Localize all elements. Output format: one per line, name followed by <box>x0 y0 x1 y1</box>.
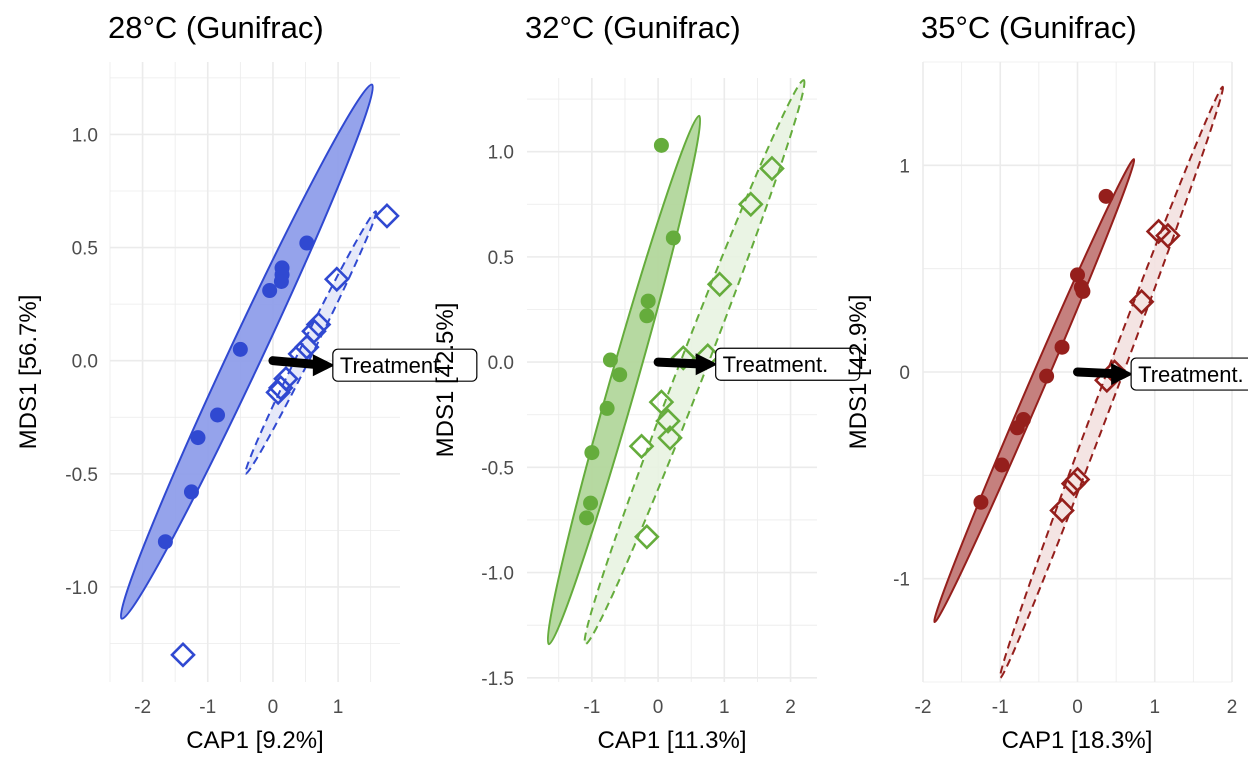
y-tick-label: 1.0 <box>488 143 514 164</box>
treatment-arrowhead <box>695 353 718 376</box>
data-point-diamond <box>1128 288 1155 315</box>
data-point-circle <box>1039 368 1055 384</box>
panel-title: 28°C (Gunifrac) <box>108 10 324 45</box>
data-point-circle <box>640 293 656 309</box>
data-point-circle <box>579 510 595 526</box>
data-point-circle <box>1009 420 1025 436</box>
data-point-circle <box>1054 339 1070 355</box>
x-tick-label: 0 <box>268 697 279 718</box>
x-tick-label: -1 <box>992 697 1009 718</box>
treatment-label: Treatment. <box>340 353 446 378</box>
data-point-diamond <box>1049 497 1075 524</box>
y-tick-label: -1.0 <box>65 578 98 599</box>
treatment-label: Treatment. <box>723 352 829 377</box>
x-axis-label: CAP1 [18.3%] <box>1002 727 1153 754</box>
data-point-circle <box>639 308 655 324</box>
y-tick-label: 1 <box>899 156 910 177</box>
data-point-circle <box>584 445 600 461</box>
data-point-circle <box>273 273 289 289</box>
data-point-diamond <box>706 271 733 298</box>
y-tick-label: 0.5 <box>488 248 514 269</box>
y-tick-label: -1.0 <box>481 564 514 585</box>
y-tick-label: 0.0 <box>72 352 98 373</box>
x-tick-label: 2 <box>1227 697 1238 718</box>
data-point-circle <box>299 235 315 251</box>
data-point-circle <box>602 352 618 368</box>
x-tick-label: -1 <box>583 697 600 718</box>
data-point-circle <box>599 400 615 416</box>
panel-2: Treatment. -1 0 1 2 -1.5 -1.0 -0.5 0.0 0.5 1.0 CAP1… <box>432 10 861 754</box>
treatment-label-box <box>715 347 861 381</box>
data-point-circle <box>262 283 278 299</box>
y-tick-label: -0.5 <box>481 458 514 479</box>
y-tick-label: -0.5 <box>65 465 98 486</box>
x-tick-label: -1 <box>199 697 216 718</box>
x-tick-label: 0 <box>1072 697 1083 718</box>
x-tick-label: -2 <box>915 697 932 718</box>
x-tick-label: 1 <box>719 697 730 718</box>
data-point-circle <box>1098 188 1114 204</box>
y-axis-label: MDS1 [56.7%] <box>15 295 42 450</box>
y-tick-label: -1 <box>893 570 910 591</box>
y-tick-label: 0.5 <box>72 239 98 260</box>
data-point-diamond <box>628 433 655 460</box>
treatment-arrowhead <box>1111 363 1134 386</box>
y-tick-label: 0.0 <box>488 353 514 374</box>
x-tick-label: -2 <box>134 697 151 718</box>
treatment-label: Treatment. <box>1138 362 1244 387</box>
data-point-circle <box>157 534 173 550</box>
panel-title: 32°C (Gunifrac) <box>525 10 741 45</box>
data-point-diamond <box>655 408 681 434</box>
data-point-diamond <box>759 155 785 182</box>
data-point-circle <box>183 484 199 500</box>
y-tick-label: -1.5 <box>481 669 514 690</box>
data-point-diamond <box>670 345 697 371</box>
y-axis-label: MDS1 [42.9%] <box>845 295 872 450</box>
treatment-label-box <box>1130 357 1248 391</box>
data-point-circle <box>583 495 599 511</box>
data-point-diamond <box>170 642 196 668</box>
data-point-circle <box>665 230 681 246</box>
treatment-label-box <box>332 348 478 382</box>
data-point-diamond <box>1060 470 1087 497</box>
x-tick-label: 2 <box>785 697 796 718</box>
data-point-diamond <box>634 523 660 550</box>
data-point-circle <box>232 341 248 357</box>
data-point-circle <box>612 367 628 383</box>
data-point-diamond <box>305 311 332 338</box>
panel-title: 35°C (Gunifrac) <box>921 10 1137 45</box>
data-point-circle <box>190 430 206 446</box>
data-point-circle <box>994 457 1010 473</box>
data-point-circle <box>210 407 226 423</box>
data-point-diamond <box>657 425 683 451</box>
data-point-circle <box>1070 267 1085 283</box>
treatment-arrowhead <box>312 354 335 377</box>
data-point-circle <box>973 494 989 510</box>
data-point-diamond <box>323 266 350 293</box>
x-tick-label: 0 <box>653 697 664 718</box>
panel-1: Treatment. -2 -1 0 1 -1.0 -0.5 0.0 0.5 1.0 CAP1 [9… <box>15 10 478 754</box>
data-point-diamond <box>1145 218 1172 245</box>
data-point-diamond <box>737 191 764 218</box>
data-point-diamond <box>648 389 675 415</box>
data-point-diamond <box>1155 222 1181 249</box>
data-point-circle <box>653 137 669 153</box>
data-point-diamond <box>265 379 291 406</box>
panel-3: Treatment. -2 -1 0 1 2 -1 0 1 CAP1 [18.3%] MDS1 [4… <box>845 10 1248 754</box>
y-axis-label: MDS1 [42.5%] <box>432 303 459 458</box>
x-axis-label: CAP1 [11.3%] <box>598 727 747 754</box>
y-tick-label: 0 <box>899 363 910 384</box>
data-point-diamond <box>267 375 294 401</box>
y-tick-label: 1.0 <box>72 125 98 146</box>
x-tick-label: 1 <box>333 697 344 718</box>
data-point-circle <box>1075 283 1091 299</box>
x-axis-label: CAP1 [9.2%] <box>186 727 323 754</box>
data-point-diamond <box>374 203 400 229</box>
x-tick-label: 1 <box>1149 697 1160 718</box>
